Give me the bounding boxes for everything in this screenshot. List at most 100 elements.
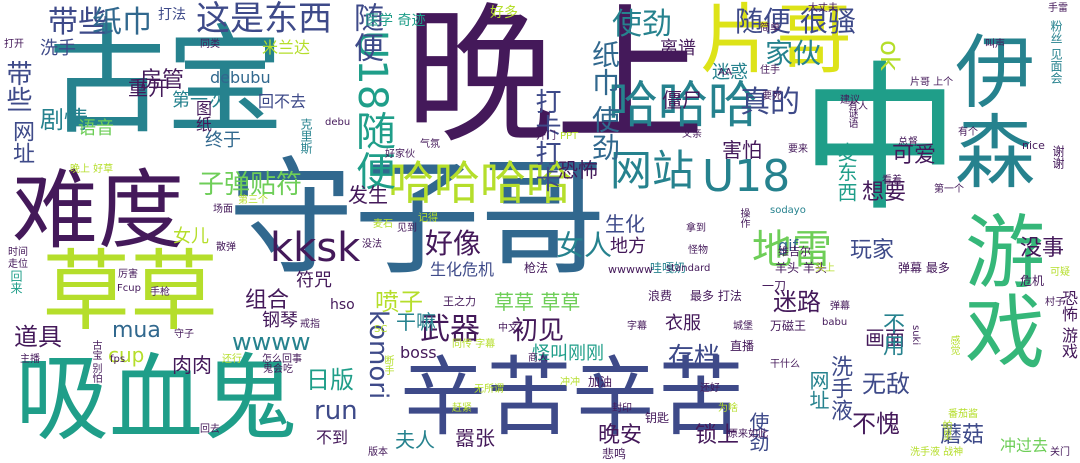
word: 不愧	[852, 410, 900, 438]
word: suki	[910, 325, 921, 346]
word: 洗手液 战神	[910, 447, 964, 458]
word: 怪物	[688, 245, 708, 256]
word: gif	[778, 236, 799, 255]
word: 恐怖	[558, 158, 598, 182]
word: 开门	[536, 131, 556, 142]
word: 麦东西	[834, 142, 858, 202]
word: 中文	[498, 323, 518, 334]
word: 钥匙	[645, 411, 670, 425]
word: 带些	[48, 5, 108, 40]
word: 蘑菇	[940, 423, 985, 448]
word: 生化	[605, 212, 645, 236]
word: wwww	[232, 328, 311, 356]
word: 辛苦辛苦	[400, 348, 744, 448]
word: 无所谓	[474, 384, 504, 395]
word: 村子	[1045, 297, 1065, 308]
word: 回不去	[258, 92, 307, 111]
word: 吸血鬼	[15, 345, 298, 454]
word: AA	[718, 67, 732, 78]
word: 使劲	[612, 7, 672, 42]
word: 米兰达	[262, 38, 311, 57]
word: 守子哥	[228, 145, 606, 292]
word: 弹幕 最多	[898, 261, 950, 275]
word: 危机	[1020, 274, 1045, 288]
word: 打开	[4, 39, 24, 50]
word: 画面	[865, 326, 905, 350]
word: 头上	[815, 263, 835, 274]
word: nice	[1022, 139, 1045, 152]
word: 随便 很骚	[735, 5, 856, 38]
word: 纸巾 使劲	[588, 40, 621, 161]
word: 网站	[610, 146, 695, 195]
word: 真的	[740, 85, 800, 120]
word: 网址	[9, 120, 34, 164]
word: 建议	[840, 95, 860, 106]
word: 想要	[862, 180, 907, 205]
word: 晚上 好草	[70, 164, 114, 175]
word: 加油	[588, 375, 613, 389]
word: 场面	[213, 204, 233, 215]
word: 肉肉	[172, 353, 212, 377]
word: 语音	[78, 118, 114, 139]
word: 最多 打法	[690, 289, 742, 303]
word: 终于	[205, 130, 241, 151]
word: 钢琴	[262, 310, 298, 331]
word: 可疑	[1050, 267, 1070, 278]
word: 还好	[700, 383, 720, 394]
word: 王之力	[443, 295, 476, 308]
word: 夫人	[395, 428, 435, 452]
word: 总督	[898, 137, 918, 148]
word: Fcup	[117, 283, 141, 294]
word: 第一次	[172, 90, 226, 111]
word: 一刀	[762, 279, 787, 293]
word: 剧情	[40, 106, 88, 134]
word: 见到	[397, 223, 417, 234]
word: 要来	[788, 144, 808, 155]
word: 麦石	[373, 219, 393, 230]
word: mua	[112, 318, 161, 343]
word: 网址	[806, 370, 830, 410]
word: 哈哈哈	[608, 76, 758, 134]
word: 记得	[418, 213, 438, 224]
word: 随便	[348, 2, 383, 62]
word: 关门	[1050, 447, 1070, 458]
word: 没法	[362, 239, 382, 250]
word: 伊森	[942, 30, 1035, 190]
word: 道具	[14, 323, 62, 351]
word: 鬼会吃	[263, 364, 293, 375]
word: 哈哈哈哈	[388, 156, 572, 210]
word: 初见	[512, 316, 565, 346]
word: U18随便	[349, 30, 395, 191]
word: 番茄酱	[948, 409, 978, 420]
word: 不到	[316, 428, 349, 447]
word: 感觉	[948, 335, 959, 355]
word: 枪法	[524, 261, 549, 275]
word: 浪费	[648, 289, 673, 303]
word: 古宝 别怕	[90, 340, 101, 384]
word: 同类	[200, 39, 220, 50]
word: 片哥 上个	[910, 77, 954, 88]
word: kksk	[270, 225, 361, 271]
word: wwwww	[608, 263, 653, 276]
word: U18	[702, 151, 791, 202]
word: hso	[330, 297, 355, 313]
word: 拿到	[686, 223, 706, 234]
word: 时间	[8, 247, 28, 258]
word: 使劲	[746, 412, 770, 452]
word: 怪叫刚刚	[532, 343, 604, 364]
word: 图纸	[193, 100, 212, 132]
word: 女儿	[173, 226, 209, 247]
word: 锁上	[695, 423, 740, 448]
word: 帕里	[940, 420, 951, 440]
word: 粉丝 见面会	[1049, 20, 1063, 84]
word: 喷子	[375, 288, 423, 316]
word: 叫声	[985, 39, 1005, 50]
word: 重开	[128, 76, 168, 100]
word: 离谱	[660, 38, 696, 59]
word: fps	[110, 354, 126, 365]
word: 气氛	[420, 139, 440, 150]
word: 守子	[174, 329, 194, 340]
word: 片哥	[700, 0, 852, 84]
word: 有人	[848, 101, 868, 112]
word: 可爱	[892, 143, 937, 168]
